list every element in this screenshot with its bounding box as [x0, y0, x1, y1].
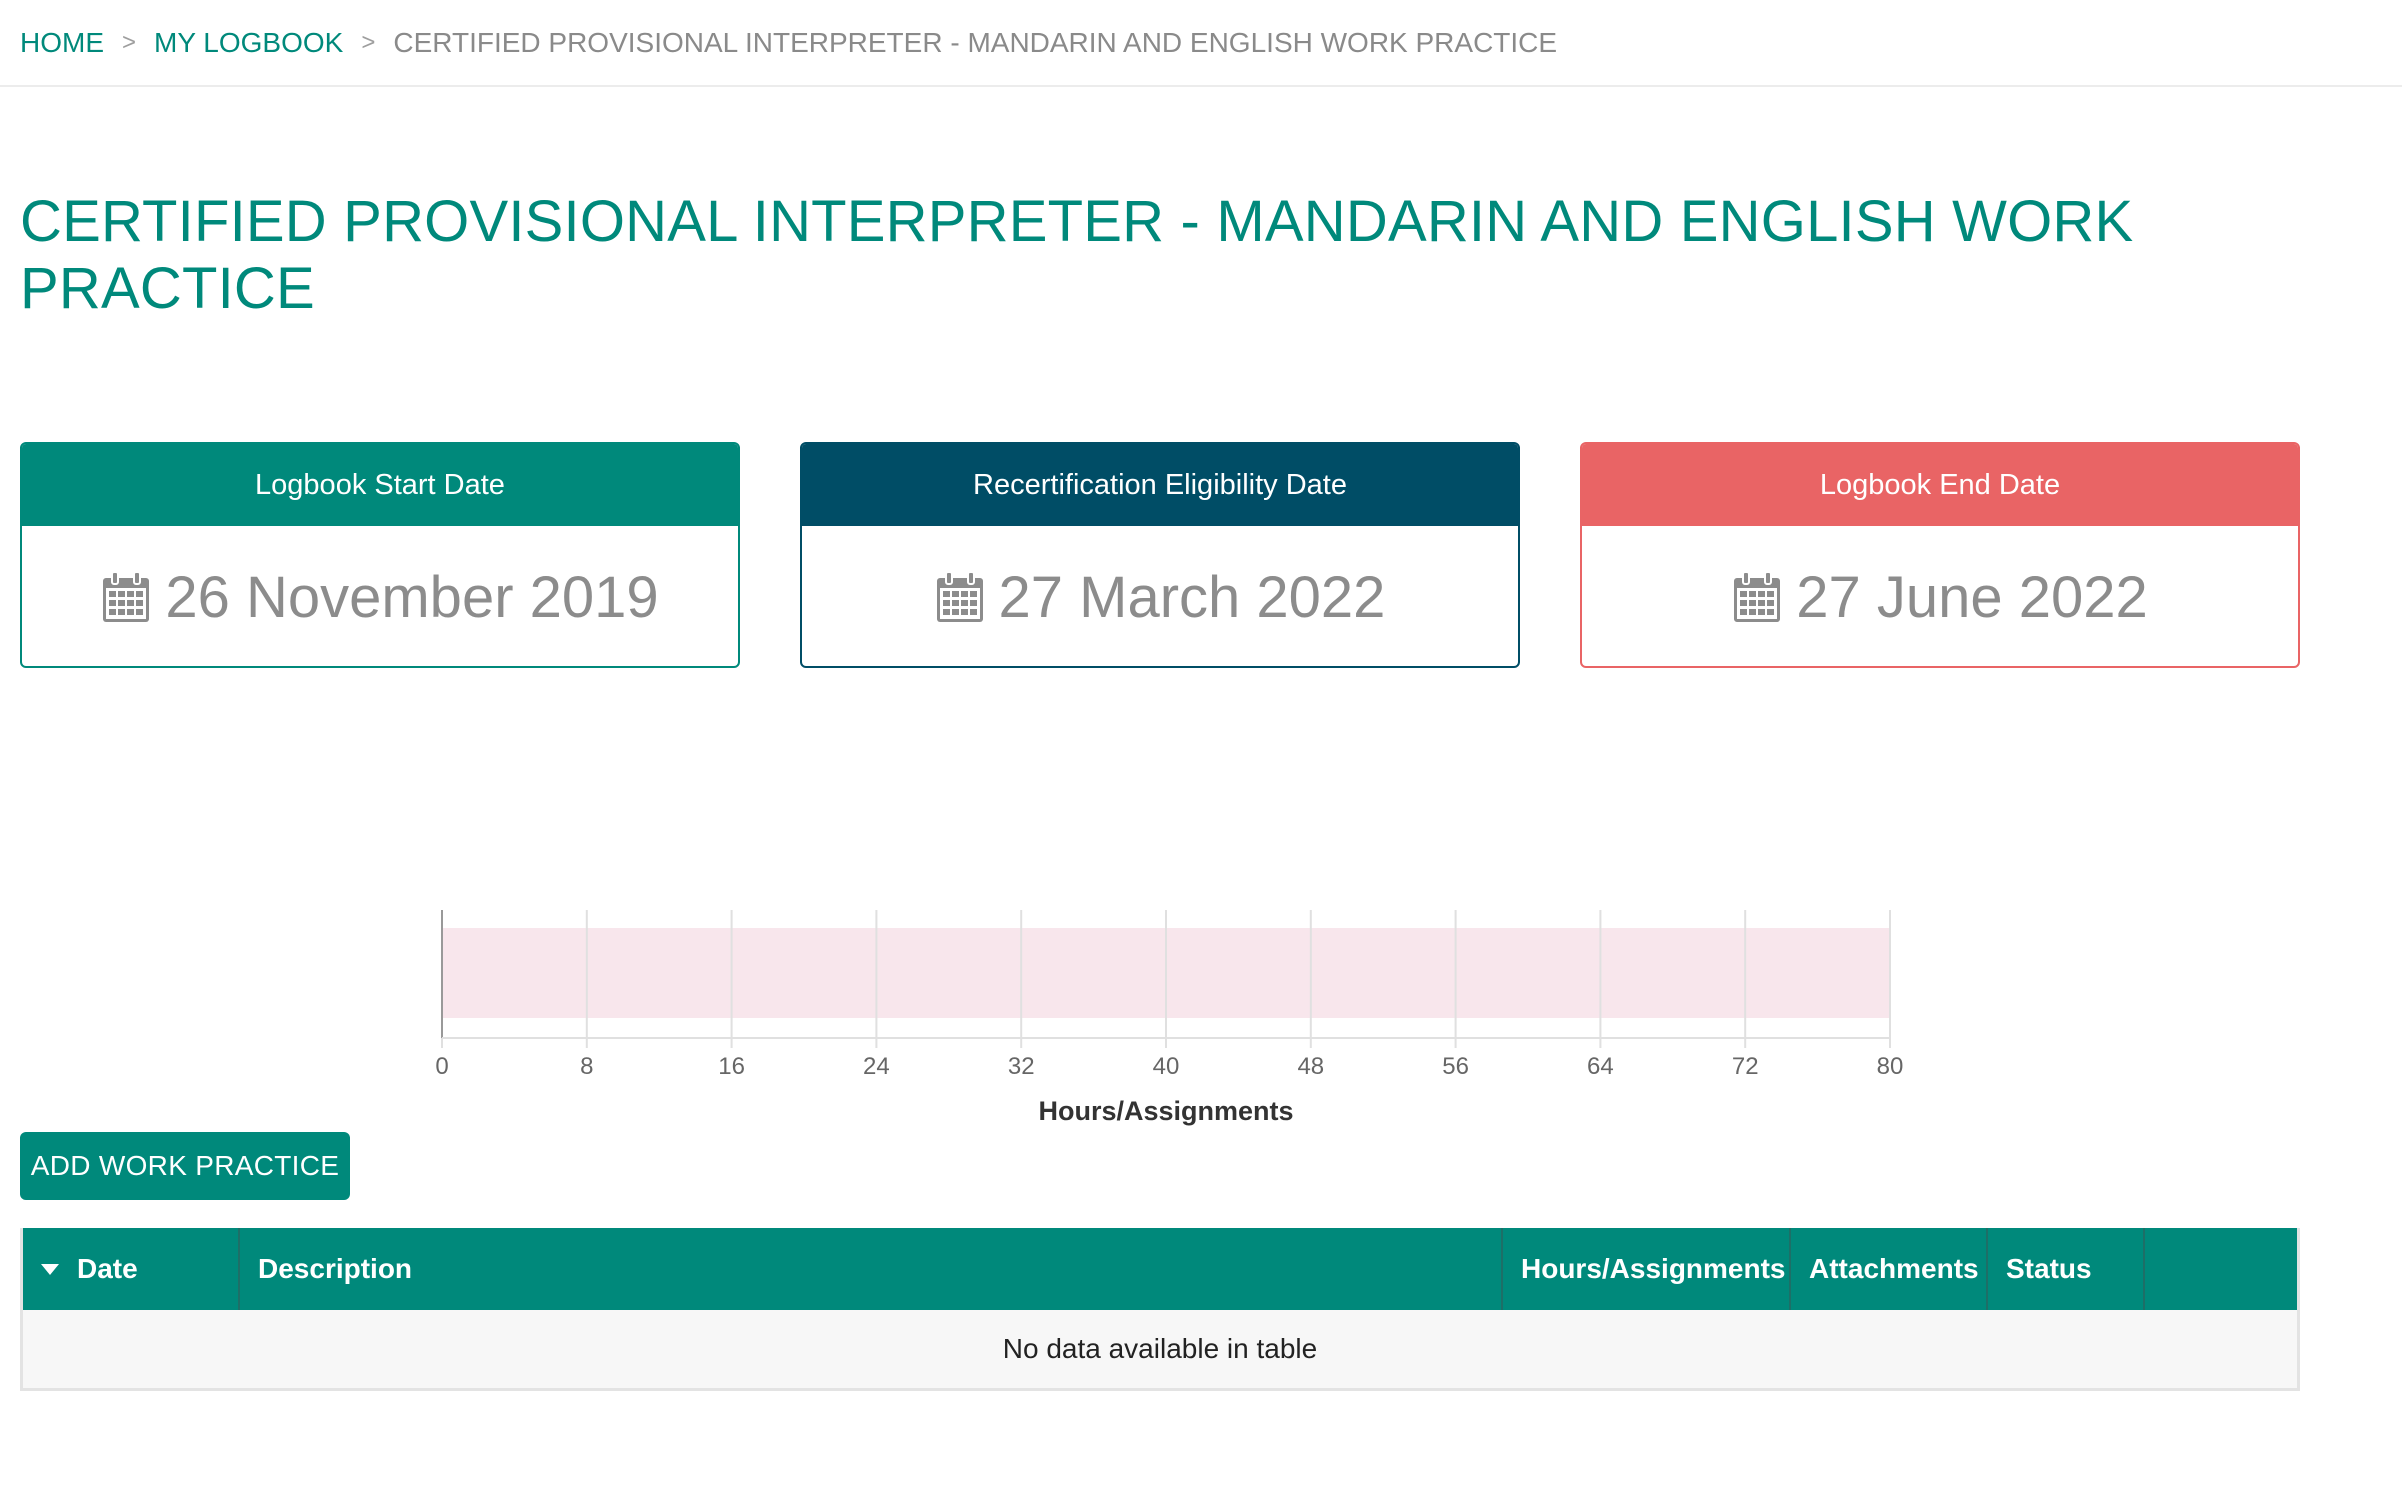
column-header-label: Attachments [1809, 1253, 1979, 1284]
column-header-label: Hours/Assignments [1521, 1253, 1786, 1284]
breadcrumb-current: CERTIFIED PROVISIONAL INTERPRETER - MAND… [393, 26, 1558, 58]
chart-svg: 0 8 16 24 32 40 48 56 64 72 80 Hours/Assignments [435, 910, 1904, 1126]
card-date-value: 26 November 2019 [165, 564, 659, 630]
breadcrumb-separator: > [361, 28, 376, 56]
chart-tick-label: 0 [435, 1053, 448, 1080]
breadcrumb-home-link[interactable]: HOME [20, 26, 104, 58]
card-header: Logbook Start Date [22, 444, 738, 526]
breadcrumb-logbook-link[interactable]: MY LOGBOOK [154, 26, 344, 58]
card-header: Logbook End Date [1582, 444, 2298, 526]
add-work-practice-button[interactable]: ADD WORK PRACTICE [20, 1132, 350, 1200]
work-practice-table: Date Description Hours/Assignments Attac… [20, 1228, 2300, 1391]
chart-tick-label: 48 [1297, 1053, 1324, 1080]
card-body: 27 June 2022 [1582, 526, 2298, 666]
calendar-icon [103, 571, 150, 622]
logbook-start-date-card: Logbook Start Date 26 November 2019 [20, 442, 740, 668]
column-header-hours[interactable]: Hours/Assignments [1503, 1228, 1791, 1310]
column-header-label: Status [2006, 1253, 2092, 1284]
card-date-value: 27 June 2022 [1796, 564, 2148, 630]
chart-tick-label: 32 [1008, 1053, 1035, 1080]
chart-tick-label: 8 [580, 1053, 593, 1080]
hours-progress-chart: 0 8 16 24 32 40 48 56 64 72 80 Hours/Assignments [400, 900, 1940, 1140]
chart-tick-label: 80 [1877, 1053, 1904, 1080]
chart-x-axis-label: Hours/Assignments [1038, 1096, 1293, 1126]
sort-desc-icon [41, 1263, 59, 1275]
recertification-eligibility-date-card: Recertification Eligibility Date 27 Marc… [800, 442, 1520, 668]
card-body: 27 March 2022 [802, 526, 1518, 666]
chart-tick-label: 40 [1153, 1053, 1180, 1080]
breadcrumb-separator: > [122, 28, 137, 56]
column-header-label: Date [77, 1253, 138, 1284]
card-body: 26 November 2019 [22, 526, 738, 666]
table-header-row: Date Description Hours/Assignments Attac… [23, 1228, 2297, 1310]
column-header-description[interactable]: Description [240, 1228, 1503, 1310]
table-empty-row: No data available in table [23, 1310, 2297, 1388]
breadcrumb: HOME > MY LOGBOOK > CERTIFIED PROVISIONA… [0, 0, 2402, 87]
page-title: CERTIFIED PROVISIONAL INTERPRETER - MAND… [20, 189, 2134, 321]
card-header: Recertification Eligibility Date [802, 444, 1518, 526]
calendar-icon [936, 571, 983, 622]
column-header-date[interactable]: Date [23, 1228, 240, 1310]
chart-tick-label: 72 [1732, 1053, 1759, 1080]
chart-tick-label: 24 [863, 1053, 890, 1080]
chart-tick-label: 64 [1587, 1053, 1614, 1080]
column-header-attachments[interactable]: Attachments [1791, 1228, 1988, 1310]
column-header-label: Description [258, 1253, 413, 1284]
column-header-actions [2145, 1228, 2297, 1310]
chart-tick-label: 56 [1442, 1053, 1469, 1080]
calendar-icon [1734, 571, 1781, 622]
logbook-end-date-card: Logbook End Date 27 June 2022 [1580, 442, 2300, 668]
chart-tick-label: 16 [718, 1053, 745, 1080]
column-header-status[interactable]: Status [1988, 1228, 2145, 1310]
card-date-value: 27 March 2022 [998, 564, 1386, 630]
